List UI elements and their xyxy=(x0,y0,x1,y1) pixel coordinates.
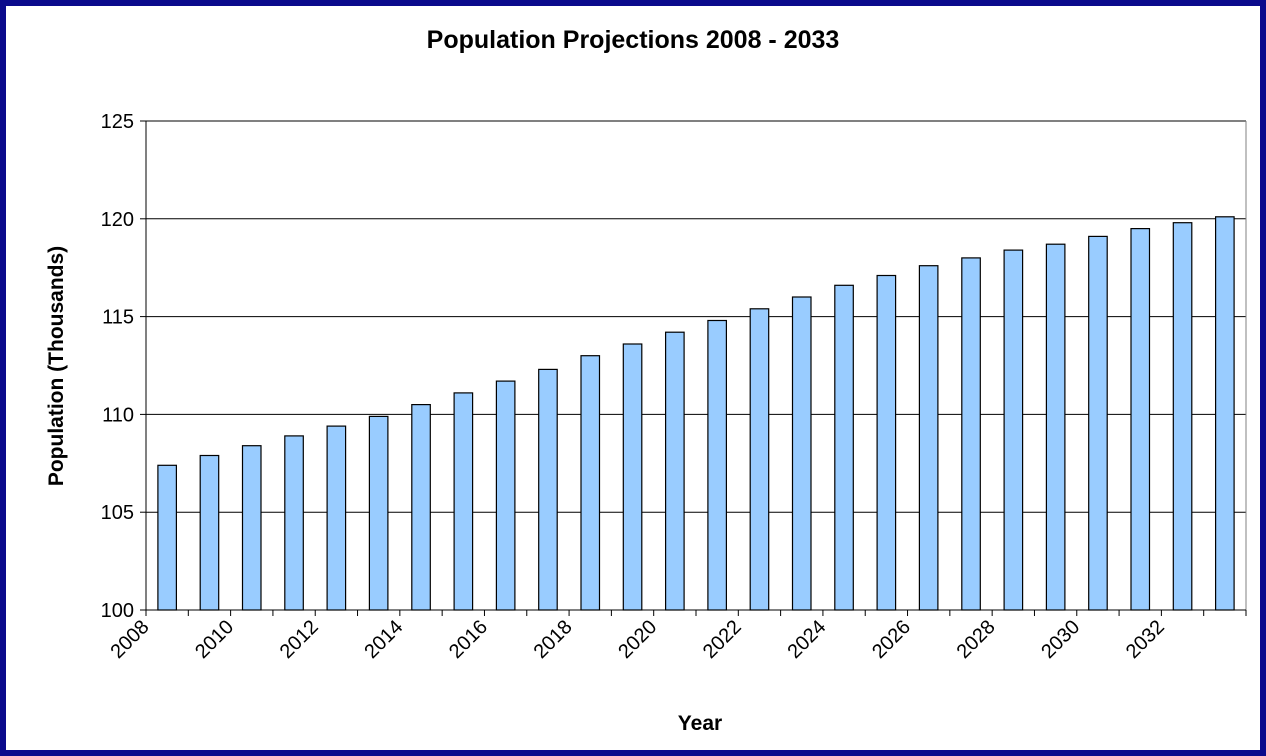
x-tick-labels: 2008 2010 2012 2014 2016 2018 2020 2022 2024 2026… xyxy=(107,616,1169,663)
bar-2023 xyxy=(791,296,812,611)
bar-2028 xyxy=(1003,249,1024,611)
y-tick-label: 100 xyxy=(101,600,134,622)
bar-2033 xyxy=(1214,216,1235,611)
x-tick-label: 2024 xyxy=(783,616,830,663)
x-tick-label: 2020 xyxy=(614,616,661,663)
bar-2022 xyxy=(749,308,770,611)
y-axis-title: Population (Thousands) xyxy=(45,246,68,486)
bar-2017 xyxy=(538,368,558,611)
bar-2016 xyxy=(495,380,516,611)
x-tick-label: 2016 xyxy=(445,616,492,663)
x-tick-label: 2028 xyxy=(953,616,1000,663)
x-tick-label: 2018 xyxy=(530,616,577,663)
y-tick-label: 105 xyxy=(101,502,134,524)
x-tick-label: 2008 xyxy=(107,616,154,663)
x-tick-label: 2010 xyxy=(191,616,238,663)
y-tick-label: 120 xyxy=(101,209,134,231)
bar-2021 xyxy=(707,319,728,611)
bars xyxy=(157,216,1235,611)
x-tick-label: 2012 xyxy=(276,616,323,663)
y-tick-label: 125 xyxy=(101,111,134,133)
bar-2011 xyxy=(284,435,304,611)
gridlines xyxy=(146,120,1246,513)
bar-2025 xyxy=(876,274,897,611)
bar-2032 xyxy=(1172,222,1193,611)
bar-2015 xyxy=(453,392,474,611)
bar-2020 xyxy=(664,331,685,611)
axes xyxy=(140,120,1247,616)
bar-2010 xyxy=(241,445,262,611)
x-tick-label: 2022 xyxy=(699,616,746,663)
bar-2018 xyxy=(580,355,601,611)
y-tick-label: 115 xyxy=(102,307,134,329)
x-tick-label: 2032 xyxy=(1122,616,1169,663)
y-tick-labels: 100 105 110 115 120 125 xyxy=(101,111,134,622)
bar-2014 xyxy=(411,404,431,611)
bar-2026 xyxy=(918,265,939,611)
bar-2024 xyxy=(834,284,854,611)
bar-2008 xyxy=(157,464,177,611)
bar-2013 xyxy=(368,415,389,611)
bar-2031 xyxy=(1130,228,1151,611)
x-axis-title: Year xyxy=(678,712,722,735)
x-tick-label: 2014 xyxy=(360,616,407,663)
y-tick-label: 110 xyxy=(102,404,134,426)
bar-2029 xyxy=(1045,243,1066,611)
bar-2012 xyxy=(326,425,347,611)
bar-2027 xyxy=(961,257,981,611)
x-tick-label: 2026 xyxy=(868,616,915,663)
x-tick-label: 2030 xyxy=(1037,616,1084,663)
bar-2019 xyxy=(622,343,643,611)
bar-2030 xyxy=(1088,235,1108,611)
bar-2009 xyxy=(199,454,220,611)
chart-title: Population Projections 2008 - 2033 xyxy=(427,26,840,54)
